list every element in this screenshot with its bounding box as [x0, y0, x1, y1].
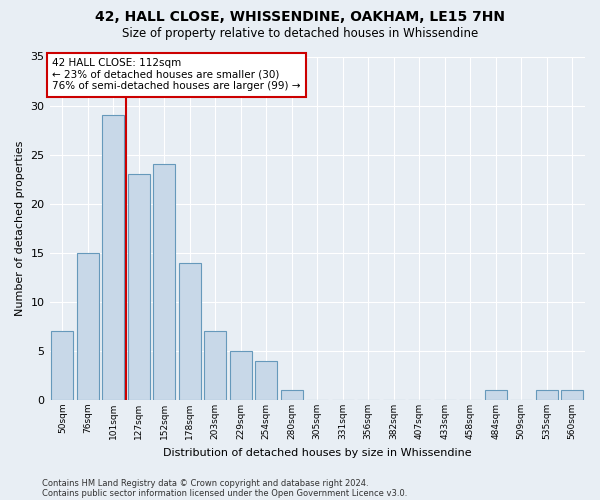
- Text: Contains public sector information licensed under the Open Government Licence v3: Contains public sector information licen…: [42, 488, 407, 498]
- Bar: [205, 332, 226, 400]
- X-axis label: Distribution of detached houses by size in Whissendine: Distribution of detached houses by size …: [163, 448, 472, 458]
- Bar: [281, 390, 302, 400]
- Bar: [128, 174, 149, 400]
- Text: Size of property relative to detached houses in Whissendine: Size of property relative to detached ho…: [122, 28, 478, 40]
- Bar: [154, 164, 175, 400]
- Bar: [52, 332, 73, 400]
- Bar: [179, 262, 200, 400]
- Bar: [103, 116, 124, 400]
- Bar: [536, 390, 557, 400]
- Bar: [256, 361, 277, 400]
- Text: 42 HALL CLOSE: 112sqm
← 23% of detached houses are smaller (30)
76% of semi-deta: 42 HALL CLOSE: 112sqm ← 23% of detached …: [52, 58, 301, 92]
- Text: Contains HM Land Registry data © Crown copyright and database right 2024.: Contains HM Land Registry data © Crown c…: [42, 478, 368, 488]
- Text: 42, HALL CLOSE, WHISSENDINE, OAKHAM, LE15 7HN: 42, HALL CLOSE, WHISSENDINE, OAKHAM, LE1…: [95, 10, 505, 24]
- Bar: [77, 253, 98, 400]
- Bar: [230, 351, 251, 400]
- Bar: [485, 390, 506, 400]
- Y-axis label: Number of detached properties: Number of detached properties: [15, 140, 25, 316]
- Bar: [562, 390, 583, 400]
